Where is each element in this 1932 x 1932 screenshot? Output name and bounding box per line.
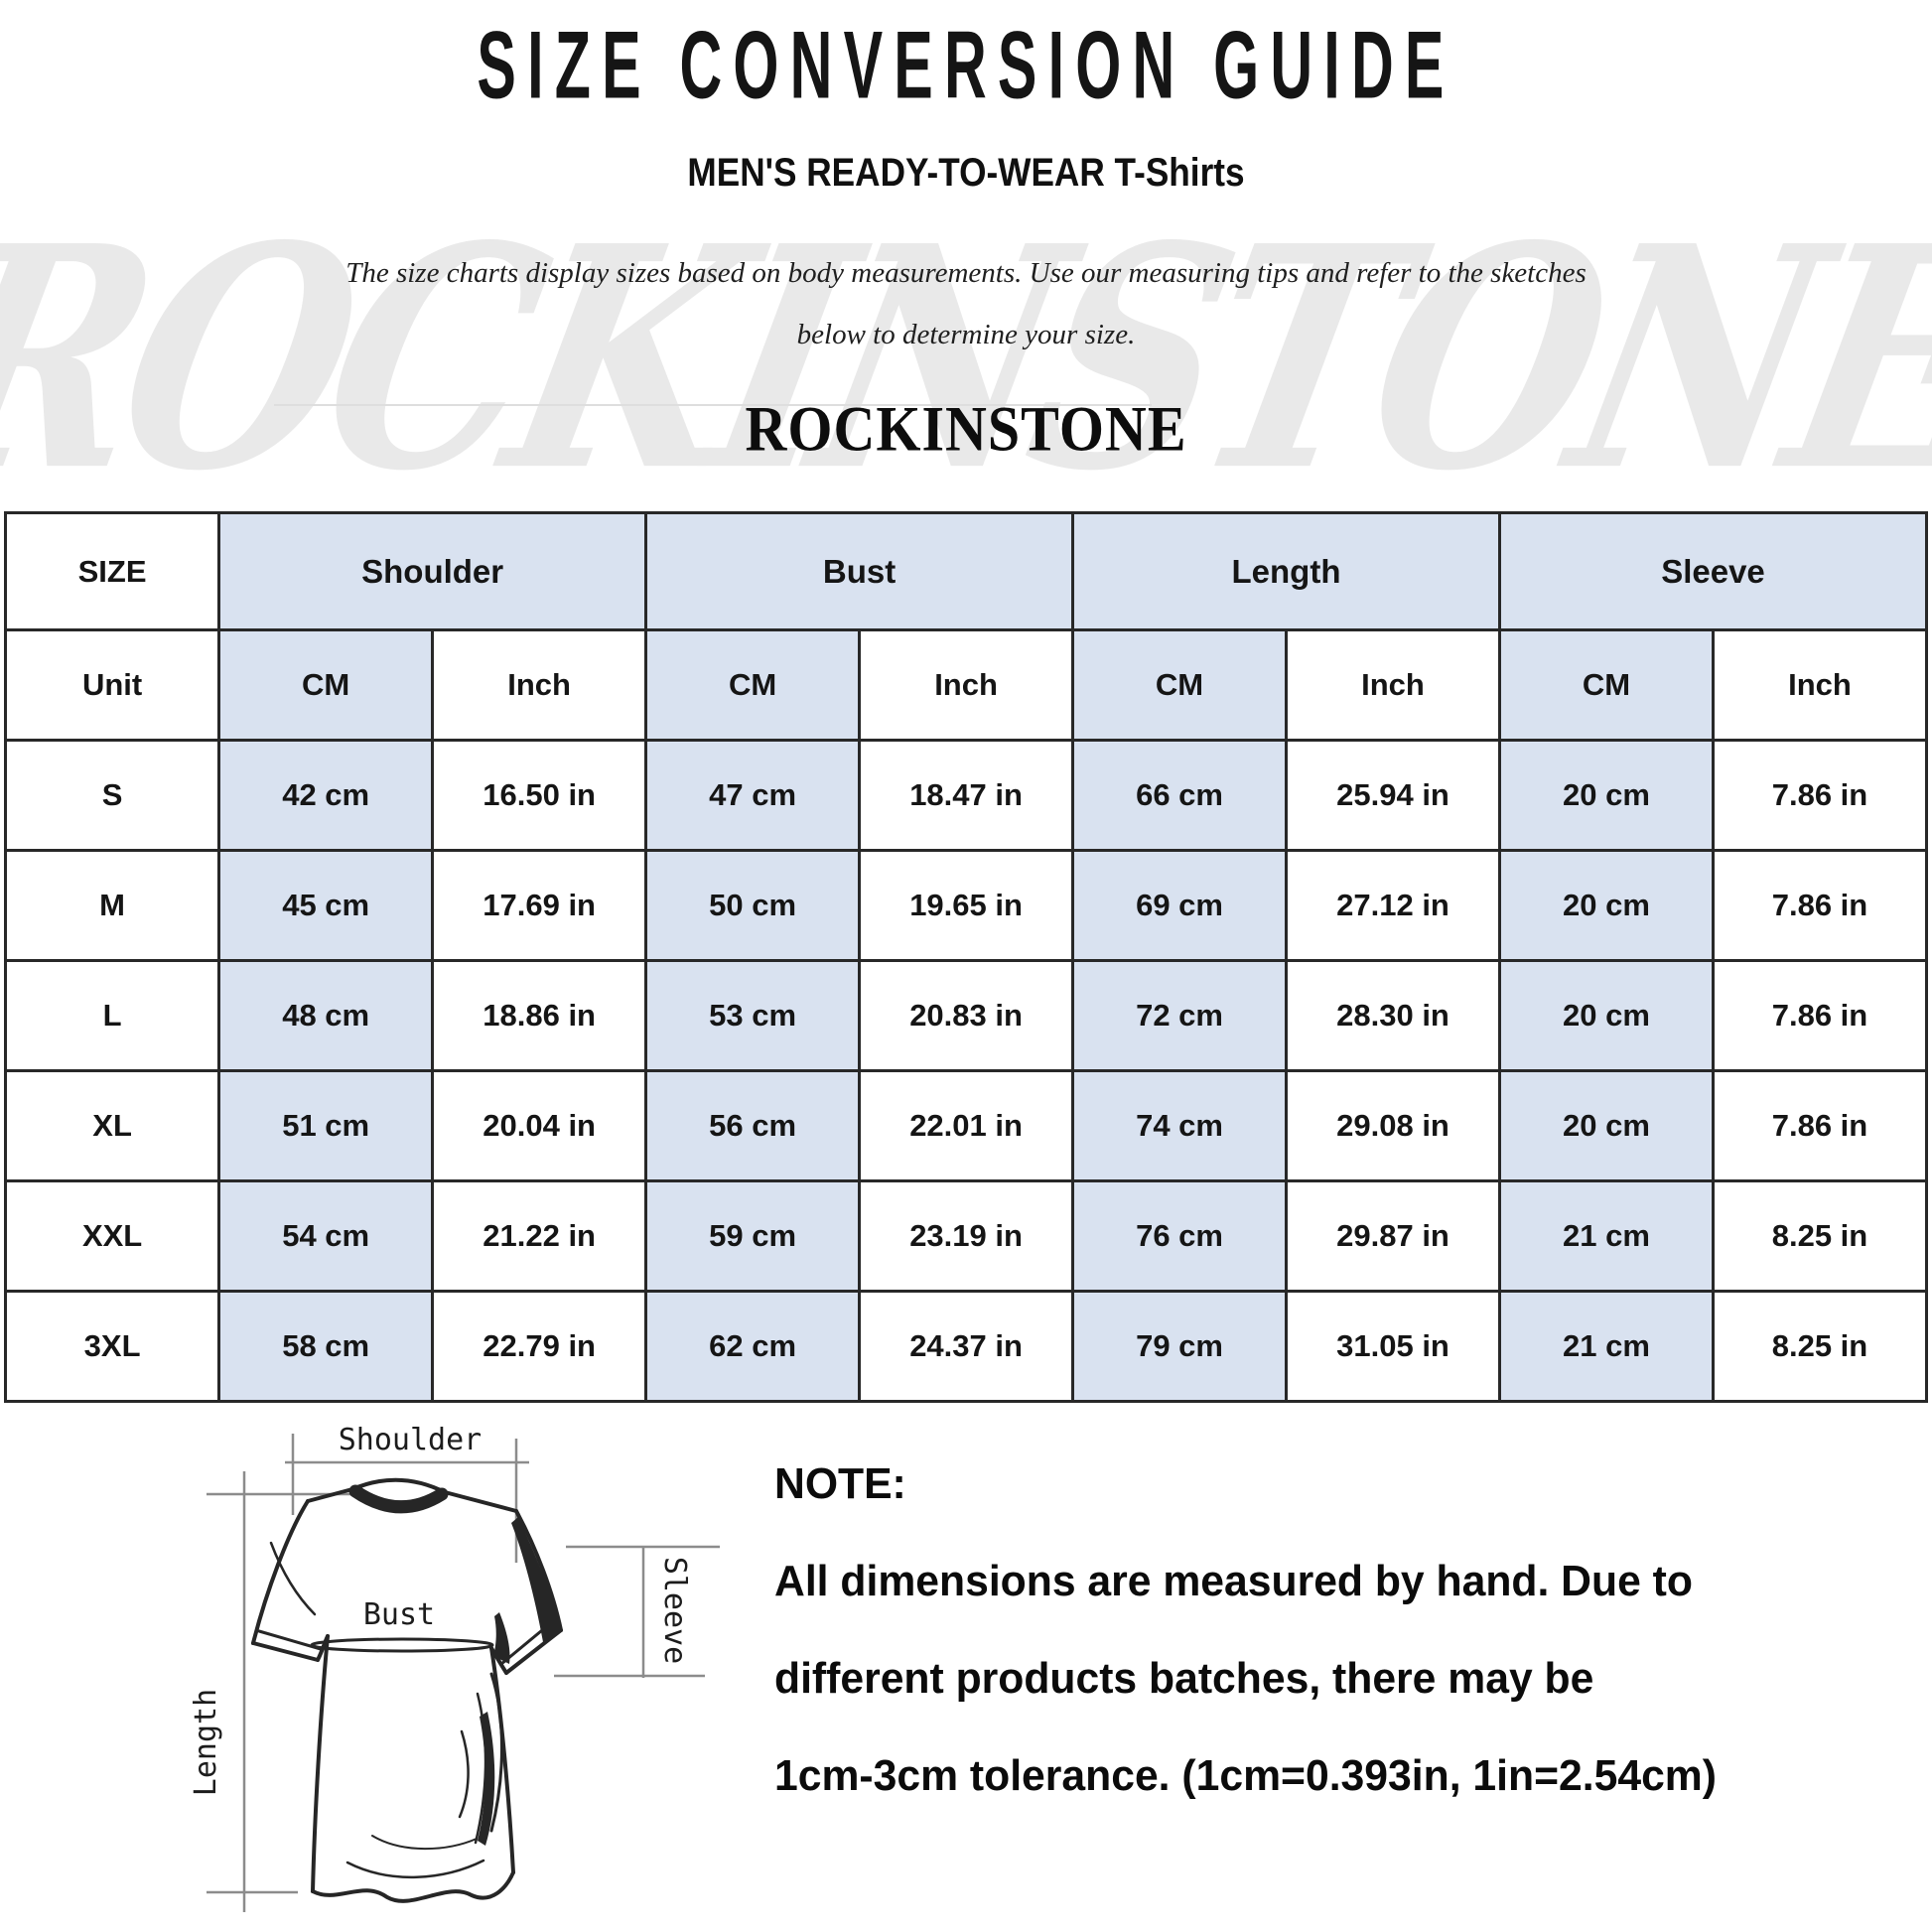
- table-cell: CM: [1071, 628, 1289, 742]
- table-cell: 42 cm: [217, 739, 435, 852]
- table-cell: 20 cm: [1497, 849, 1715, 962]
- table-cell: 20.83 in: [858, 959, 1075, 1072]
- size-label-cell: M: [3, 849, 221, 962]
- tshirt-outline: [251, 1477, 563, 1903]
- group-header-bust: Bust: [644, 511, 1075, 631]
- table-cell: 22.79 in: [431, 1290, 648, 1403]
- table-cell: 51 cm: [217, 1069, 435, 1182]
- table-cell: 7.86 in: [1711, 959, 1929, 1072]
- size-label-cell: 3XL: [3, 1290, 221, 1403]
- note-line-3: 1cm-3cm tolerance. (1cm=0.393in, 1in=2.5…: [774, 1751, 1717, 1800]
- dimension-lines: [207, 1434, 720, 1912]
- table-cell: 19.65 in: [858, 849, 1075, 962]
- table-cell: 20 cm: [1497, 959, 1715, 1072]
- table-cell: 7.86 in: [1711, 849, 1929, 962]
- table-cell: 7.86 in: [1711, 739, 1929, 852]
- table-cell: 45 cm: [217, 849, 435, 962]
- table-row: 3XL 58 cm 22.79 in 62 cm 24.37 in 79 cm …: [3, 1290, 1929, 1403]
- page-subtitle: MEN'S READY-TO-WEAR T-Shirts: [687, 151, 1245, 195]
- table-cell: 69 cm: [1071, 849, 1289, 962]
- table-cell: 16.50 in: [431, 739, 648, 852]
- diagram-label-length: Length: [189, 1689, 223, 1796]
- table-cell: 25.94 in: [1285, 739, 1501, 852]
- group-header-shoulder: Shoulder: [217, 511, 648, 631]
- table-cell: CM: [1497, 628, 1715, 742]
- table-cell: 54 cm: [217, 1179, 435, 1293]
- size-header-cell: SIZE: [3, 511, 221, 631]
- table-row: L 48 cm 18.86 in 53 cm 20.83 in 72 cm 28…: [3, 959, 1929, 1072]
- table-cell: 56 cm: [644, 1069, 862, 1182]
- table-cell: 31.05 in: [1285, 1290, 1501, 1403]
- note-line-1: All dimensions are measured by hand. Due…: [774, 1557, 1693, 1605]
- table-cell: Inch: [1285, 628, 1501, 742]
- table-cell: 20 cm: [1497, 739, 1715, 852]
- table-unit-row: Unit CM Inch CM Inch CM Inch CM Inch: [3, 628, 1929, 742]
- table-cell: 58 cm: [217, 1290, 435, 1403]
- table-cell: 29.87 in: [1285, 1179, 1501, 1293]
- table-cell: 53 cm: [644, 959, 862, 1072]
- table-row: M 45 cm 17.69 in 50 cm 19.65 in 69 cm 27…: [3, 849, 1929, 962]
- table-cell: 8.25 in: [1711, 1290, 1929, 1403]
- table-cell: 17.69 in: [431, 849, 648, 962]
- brand-divider-line: [274, 404, 1152, 406]
- size-conversion-table: SIZE Shoulder Bust Length Sleeve Unit CM…: [3, 511, 1929, 1403]
- note-heading: NOTE:: [774, 1459, 906, 1508]
- brand-name: ROCKINSTONE: [745, 392, 1187, 465]
- table-row: XXL 54 cm 21.22 in 59 cm 23.19 in 76 cm …: [3, 1179, 1929, 1293]
- table-cell: 21 cm: [1497, 1290, 1715, 1403]
- table-row: S 42 cm 16.50 in 47 cm 18.47 in 66 cm 25…: [3, 739, 1929, 852]
- diagram-label-bust: Bust: [363, 1597, 435, 1632]
- unit-label-cell: Unit: [3, 628, 221, 742]
- table-cell: 7.86 in: [1711, 1069, 1929, 1182]
- table-cell: 22.01 in: [858, 1069, 1075, 1182]
- table-cell: 29.08 in: [1285, 1069, 1501, 1182]
- size-label-cell: XL: [3, 1069, 221, 1182]
- table-cell: Inch: [431, 628, 648, 742]
- table-cell: 23.19 in: [858, 1179, 1075, 1293]
- table-row: XL 51 cm 20.04 in 56 cm 22.01 in 74 cm 2…: [3, 1069, 1929, 1182]
- note-block: NOTE: All dimensions are measured by han…: [774, 1436, 1891, 1825]
- page-title: SIZE CONVERSION GUIDE: [477, 11, 1455, 119]
- table-cell: 59 cm: [644, 1179, 862, 1293]
- table-header-row: SIZE Shoulder Bust Length Sleeve: [3, 511, 1929, 631]
- description-line-2: below to determine your size.: [796, 319, 1136, 350]
- table-cell: Inch: [858, 628, 1075, 742]
- tshirt-measurement-diagram: Shoulder Bust Length Sleeve: [189, 1423, 720, 1912]
- diagram-label-sleeve: Sleeve: [657, 1557, 692, 1664]
- table-cell: 28.30 in: [1285, 959, 1501, 1072]
- table-cell: 24.37 in: [858, 1290, 1075, 1403]
- size-label-cell: L: [3, 959, 221, 1072]
- table-cell: 47 cm: [644, 739, 862, 852]
- table-cell: 21 cm: [1497, 1179, 1715, 1293]
- table-cell: 8.25 in: [1711, 1179, 1929, 1293]
- table-cell: 48 cm: [217, 959, 435, 1072]
- table-cell: 79 cm: [1071, 1290, 1289, 1403]
- size-label-cell: S: [3, 739, 221, 852]
- tshirt-shading: [478, 1517, 561, 1846]
- table-cell: Inch: [1711, 628, 1929, 742]
- table-cell: 18.86 in: [431, 959, 648, 1072]
- table-cell: 20 cm: [1497, 1069, 1715, 1182]
- note-line-2: different products batches, there may be: [774, 1654, 1594, 1703]
- size-label-cell: XXL: [3, 1179, 221, 1293]
- table-cell: 50 cm: [644, 849, 862, 962]
- table-cell: 62 cm: [644, 1290, 862, 1403]
- table-cell: 76 cm: [1071, 1179, 1289, 1293]
- diagram-label-shoulder: Shoulder: [339, 1423, 483, 1457]
- table-cell: CM: [217, 628, 435, 742]
- table-cell: 18.47 in: [858, 739, 1075, 852]
- group-header-sleeve: Sleeve: [1497, 511, 1929, 631]
- table-cell: 72 cm: [1071, 959, 1289, 1072]
- table-cell: 66 cm: [1071, 739, 1289, 852]
- description-text: The size charts display sizes based on b…: [0, 242, 1932, 365]
- table-cell: 20.04 in: [431, 1069, 648, 1182]
- group-header-length: Length: [1071, 511, 1501, 631]
- table-cell: CM: [644, 628, 862, 742]
- table-cell: 27.12 in: [1285, 849, 1501, 962]
- table-cell: 74 cm: [1071, 1069, 1289, 1182]
- description-line-1: The size charts display sizes based on b…: [345, 257, 1587, 289]
- table-cell: 21.22 in: [431, 1179, 648, 1293]
